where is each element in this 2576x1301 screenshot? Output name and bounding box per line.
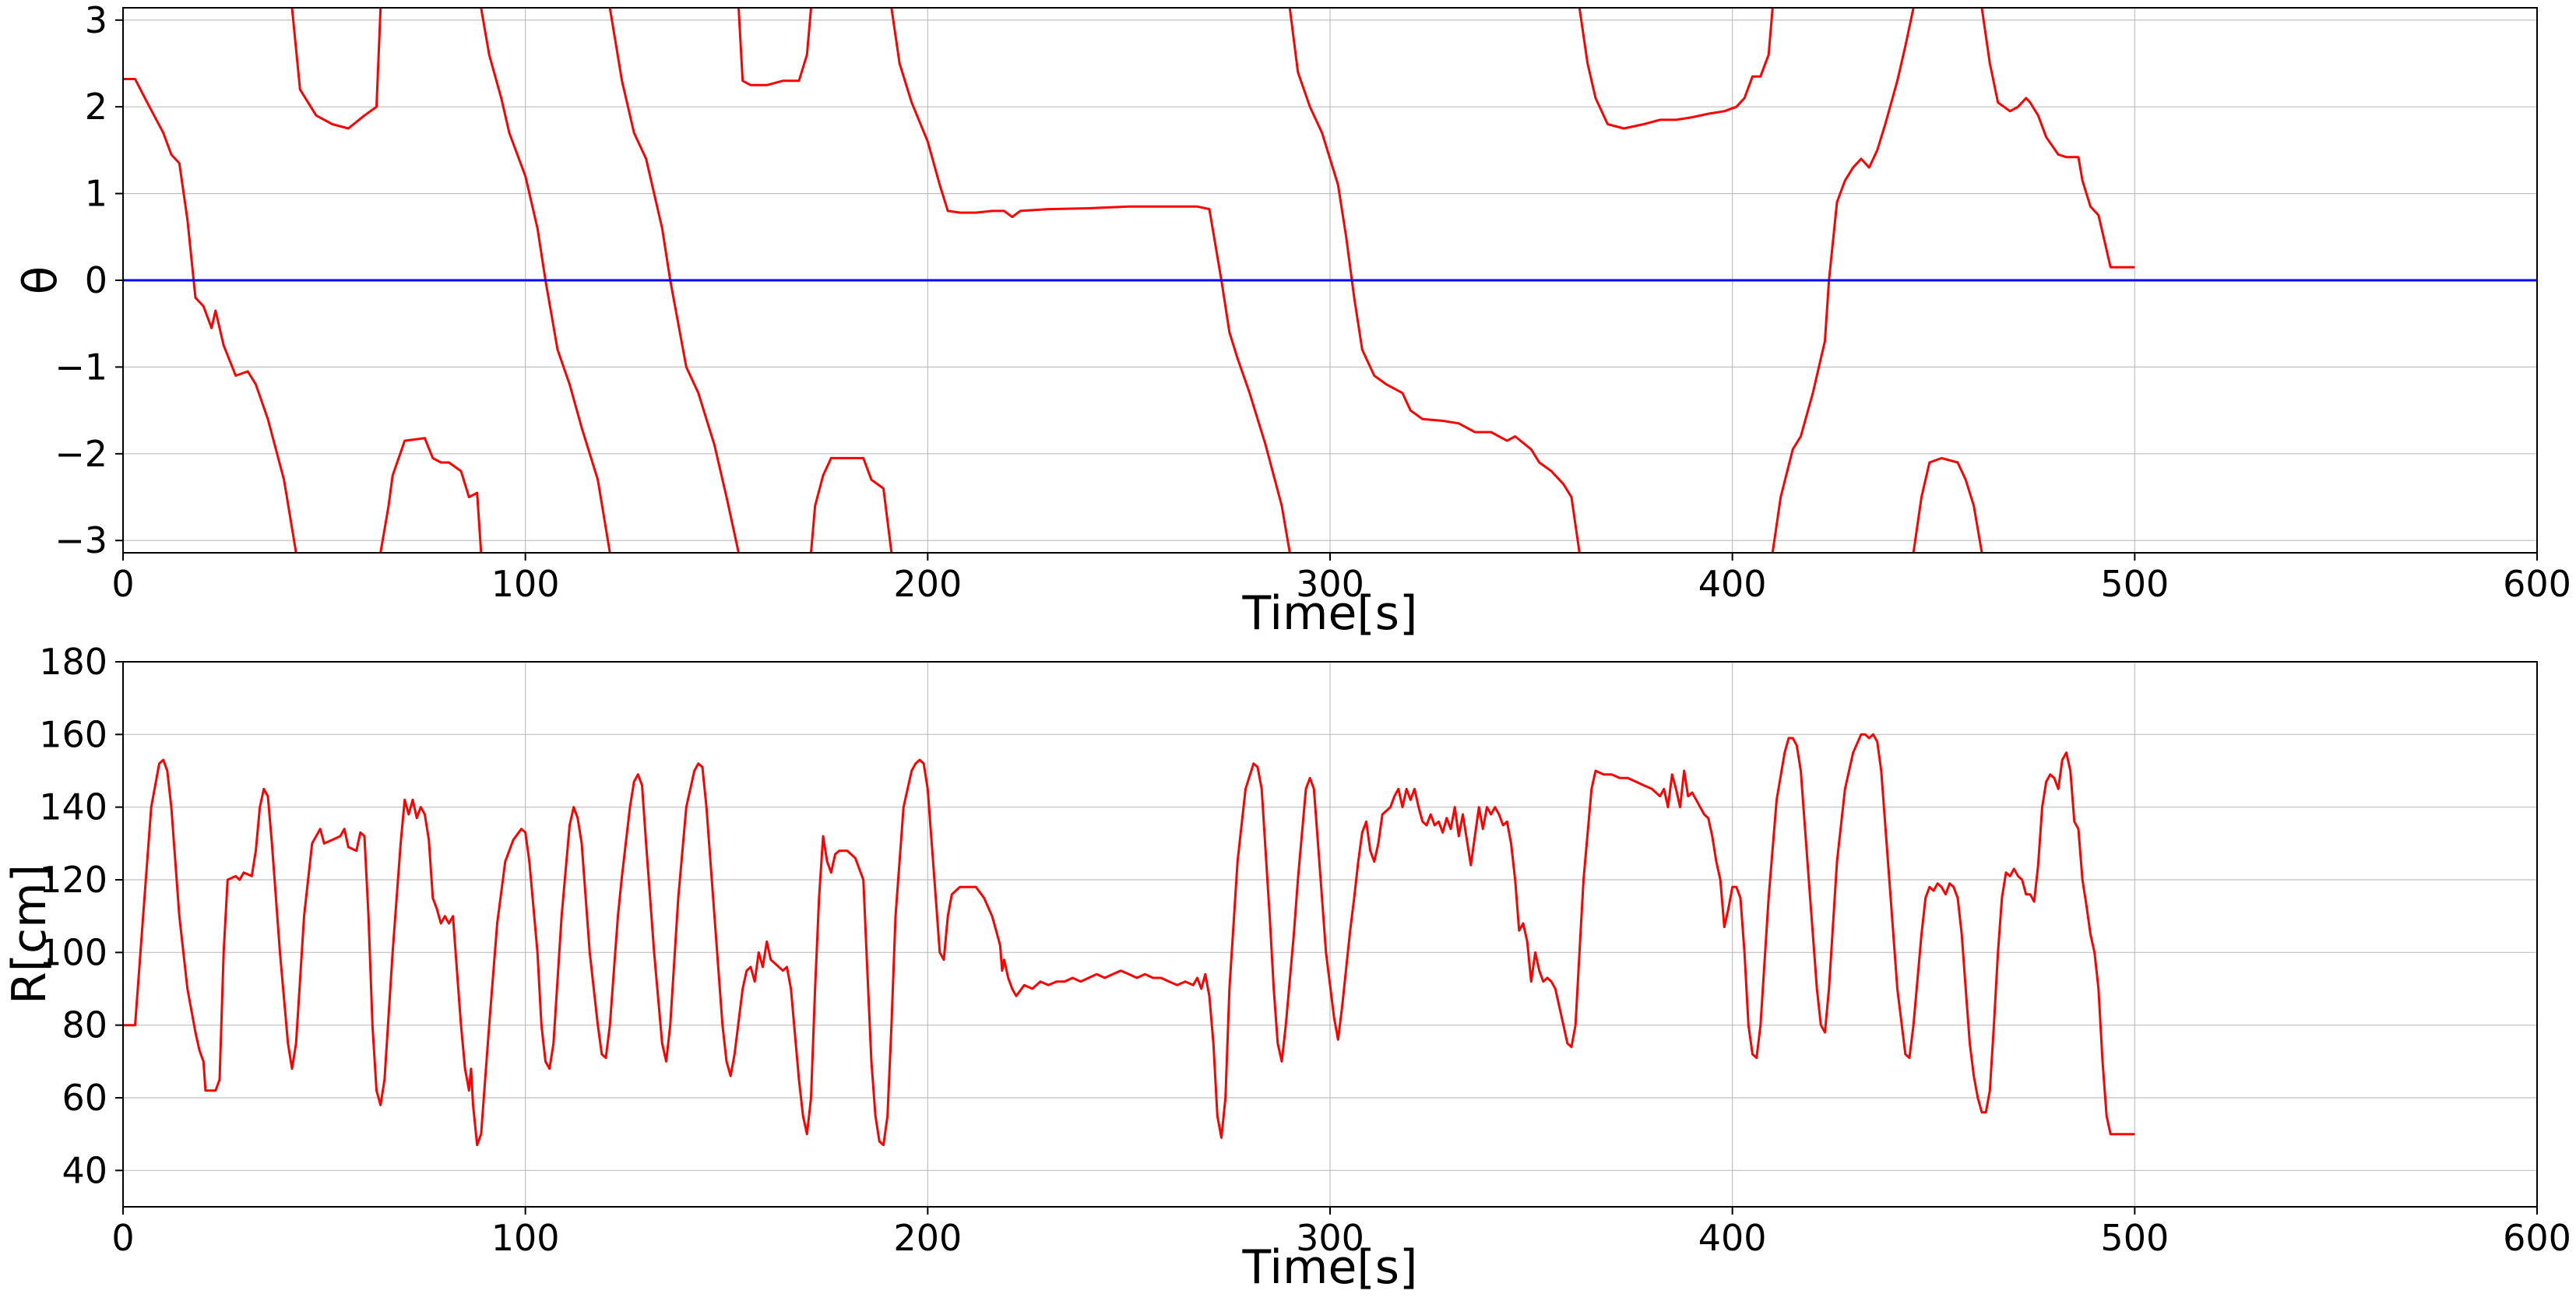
theta-series-0-segment-2 [379,437,483,553]
theta-x-tick-label: 400 [1698,563,1767,605]
theta-ticks: 0 100 200 300 400 500 600 −3 −2 −1 0 1 2 3 [55,0,2571,605]
r-series-0-segment-0 [123,733,2135,1147]
theta-y-tick-label: −2 [55,433,107,475]
theta-y-tick-label: 0 [85,259,107,301]
theta-y-tick-label: 3 [85,0,107,41]
r-x-axis-label: Time[s] [1242,1240,1418,1295]
theta-y-tick-label: 2 [85,86,107,128]
theta-series [123,8,2537,553]
r-x-tick-label: 400 [1698,1217,1767,1259]
theta-series-0-segment-7 [890,8,1291,553]
r-x-tick-label: 0 [111,1217,134,1259]
theta-series-0-segment-8 [1288,8,1581,553]
theta-x-tick-label: 500 [2100,563,2169,605]
theta-y-axis-label: θ [13,266,68,295]
r-y-tick-label: 80 [62,1004,107,1046]
r-y-tick-label: 180 [39,641,107,683]
r-series [123,733,2135,1147]
theta-y-tick-label: −3 [55,519,107,561]
theta-series-0-segment-4 [608,8,740,553]
r-y-tick-label: 140 [39,786,107,828]
theta-y-tick-label: −1 [55,346,107,388]
r-y-tick-label: 60 [62,1077,107,1119]
r-y-axis-label: R[cm] [2,864,57,1004]
theta-series-0-segment-10 [1771,8,1915,553]
theta-y-tick-label: 1 [85,173,107,215]
theta-x-axis-label: Time[s] [1242,586,1418,641]
theta-series-0-segment-6 [810,456,893,553]
r-ticks: 0 100 200 300 400 500 600 40 60 80 100 120 140 160 180 [39,641,2571,1259]
theta-x-tick-label: 0 [111,563,134,605]
r-chart: 0 100 200 300 400 500 600 40 60 80 100 120 140 160 180… [2,641,2571,1295]
theta-series-0-segment-5 [737,8,812,86]
theta-series-0-segment-9 [1578,8,1774,130]
theta-x-tick-label: 100 [491,563,560,605]
r-x-tick-label: 500 [2100,1217,2169,1259]
theta-x-tick-label: 600 [2503,563,2571,605]
r-y-tick-label: 40 [62,1149,107,1191]
r-x-tick-label: 100 [491,1217,560,1259]
r-y-tick-label: 100 [39,931,107,973]
r-y-tick-label: 120 [39,859,107,901]
r-x-tick-label: 200 [893,1217,962,1259]
theta-series-0-segment-3 [480,8,611,553]
theta-chart: 0 100 200 300 400 500 600 −3 −2 −1 0 1 2 3 Time[s] θ [13,0,2571,641]
theta-series-0-segment-11 [1912,456,1983,553]
theta-series-0-segment-0 [123,78,297,553]
r-x-tick-label: 300 [1296,1217,1364,1259]
theta-series-0-segment-12 [1980,8,2135,269]
theta-x-tick-label: 300 [1296,563,1364,605]
r-y-tick-label: 160 [39,713,107,755]
theta-x-tick-label: 200 [893,563,962,605]
r-x-tick-label: 600 [2503,1217,2571,1259]
theta-series-0-segment-1 [290,8,382,130]
